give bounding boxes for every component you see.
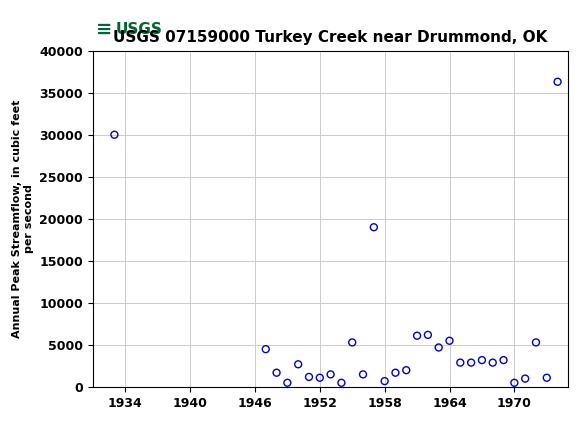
Point — [401, 367, 411, 374]
Point — [369, 224, 379, 230]
Text: USGS: USGS — [115, 22, 162, 37]
Point — [466, 359, 476, 366]
Bar — [95, 12, 157, 47]
Point — [488, 359, 498, 366]
Point — [434, 344, 443, 351]
Point — [391, 369, 400, 376]
Point — [520, 375, 530, 382]
Point — [261, 346, 270, 353]
Point — [531, 339, 541, 346]
Point — [380, 378, 389, 384]
Title: USGS 07159000 Turkey Creek near Drummond, OK: USGS 07159000 Turkey Creek near Drummond… — [114, 30, 548, 45]
Point — [510, 379, 519, 386]
Point — [110, 131, 119, 138]
Point — [347, 339, 357, 346]
Point — [337, 379, 346, 386]
Point — [293, 361, 303, 368]
Point — [358, 371, 368, 378]
Point — [272, 369, 281, 376]
Point — [304, 374, 314, 381]
Point — [499, 356, 508, 363]
Text: ≡: ≡ — [96, 20, 113, 39]
Point — [542, 374, 552, 381]
Point — [412, 332, 422, 339]
Point — [326, 371, 335, 378]
Point — [456, 359, 465, 366]
Point — [445, 337, 454, 344]
Point — [477, 356, 487, 363]
Point — [423, 332, 433, 338]
Y-axis label: Annual Peak Streamflow, in cubic feet
per second: Annual Peak Streamflow, in cubic feet pe… — [12, 100, 34, 338]
Point — [315, 374, 324, 381]
Point — [282, 379, 292, 386]
Point — [553, 78, 562, 85]
